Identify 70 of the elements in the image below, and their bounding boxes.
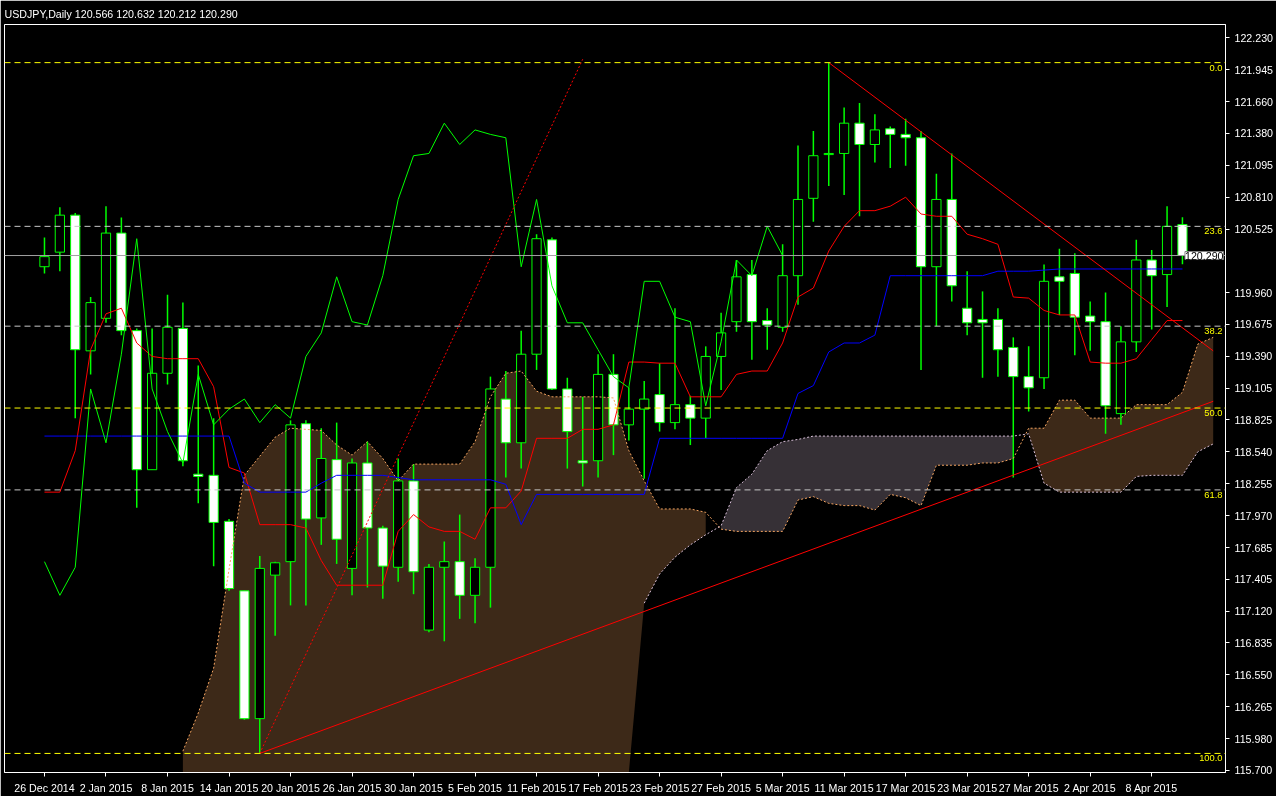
chart-title: USDJPY,Daily 120.566 120.632 120.212 120.290: [4, 7, 238, 20]
annotation: 23.6: [1204, 226, 1223, 237]
y-tick-label: 118.255: [1234, 477, 1273, 490]
y-tick-label: 120.525: [1234, 223, 1274, 236]
candlestick: [193, 364, 204, 505]
candlestick: [270, 560, 281, 637]
x-tick-label: 11 Feb 2015: [507, 781, 567, 794]
x-tick-label: 8 Jan 2015: [141, 781, 194, 794]
x-tick-label: 27 Mar 2015: [998, 781, 1059, 794]
x-tick-label: 27 Feb 2015: [691, 781, 752, 794]
y-tick-label: 121.945: [1234, 63, 1274, 76]
candlestick: [977, 290, 988, 379]
x-tick-label: 11 Mar 2015: [814, 781, 874, 794]
candlestick: [869, 113, 880, 164]
y-tick-label: 120.810: [1234, 191, 1274, 204]
candlestick: [854, 102, 865, 218]
x-tick-label: 5 Feb 2015: [448, 781, 503, 794]
candlestick: [885, 125, 896, 169]
candlestick: [823, 61, 834, 187]
x-tick-label: 30 Jan 2015: [384, 781, 443, 794]
y-tick-label: 117.405: [1234, 573, 1273, 586]
annotation: 61.8: [1204, 489, 1223, 500]
x-tick-label: 26 Dec 2014: [14, 781, 75, 794]
candlestick: [1085, 300, 1096, 352]
y-tick-label: 119.105: [1234, 382, 1273, 395]
x-tick-label: 17 Mar 2015: [875, 781, 936, 794]
candlestick: [962, 270, 973, 336]
x-tick-label: 5 Mar 2015: [755, 781, 810, 794]
annotation: 50.0: [1204, 408, 1223, 419]
candlestick: [685, 394, 696, 446]
x-tick-label: 23 Mar 2015: [937, 781, 998, 794]
candlestick: [639, 380, 650, 480]
y-tick-label: 115.980: [1234, 732, 1273, 745]
y-tick-label: 117.685: [1234, 541, 1273, 554]
x-tick-label: 17 Feb 2015: [568, 781, 629, 794]
y-tick-label: 115.700: [1234, 764, 1273, 777]
candlestick: [1054, 248, 1065, 316]
candlestick: [669, 307, 681, 431]
x-tick-label: 23 Feb 2015: [629, 781, 690, 794]
candlestick: [623, 387, 634, 442]
y-tick-label: 118.540: [1234, 445, 1273, 458]
y-tick-label: 119.390: [1234, 350, 1273, 363]
ref-line-label: 120.290: [1184, 249, 1224, 262]
candlestick: [577, 396, 588, 488]
x-tick-label: 2 Apr 2015: [1064, 781, 1116, 794]
candlestick: [1146, 249, 1157, 331]
annotation: 100.0: [1199, 753, 1223, 764]
y-tick-label: 119.675: [1234, 318, 1273, 331]
candlestick: [39, 236, 50, 275]
y-tick-label: 116.265: [1234, 700, 1273, 713]
candlestick: [762, 307, 773, 351]
x-tick-label: 8 Apr 2015: [1125, 781, 1178, 794]
y-tick-label: 116.550: [1234, 668, 1273, 681]
annotation: 0.0: [1209, 62, 1223, 73]
x-tick-label: 14 Jan 2015: [199, 781, 259, 794]
x-tick-label: 26 Jan 2015: [322, 781, 382, 794]
x-tick-label: 20 Jan 2015: [261, 781, 320, 794]
y-tick-label: 121.095: [1234, 159, 1274, 172]
y-tick-label: 122.230: [1234, 31, 1274, 44]
x-tick-label: 2 Jan 2015: [79, 781, 133, 794]
y-tick-label: 121.380: [1234, 127, 1274, 140]
y-tick-label: 117.120: [1234, 605, 1273, 618]
y-tick-label: 116.835: [1234, 636, 1273, 649]
candlestick: [1023, 345, 1034, 413]
annotation: 38.2: [1204, 326, 1223, 337]
y-tick-label: 118.825: [1234, 413, 1273, 426]
candlestick: [439, 540, 450, 643]
y-tick-label: 119.960: [1234, 286, 1273, 299]
y-tick-label: 117.970: [1234, 509, 1273, 522]
y-tick-label: 121.660: [1234, 95, 1274, 108]
